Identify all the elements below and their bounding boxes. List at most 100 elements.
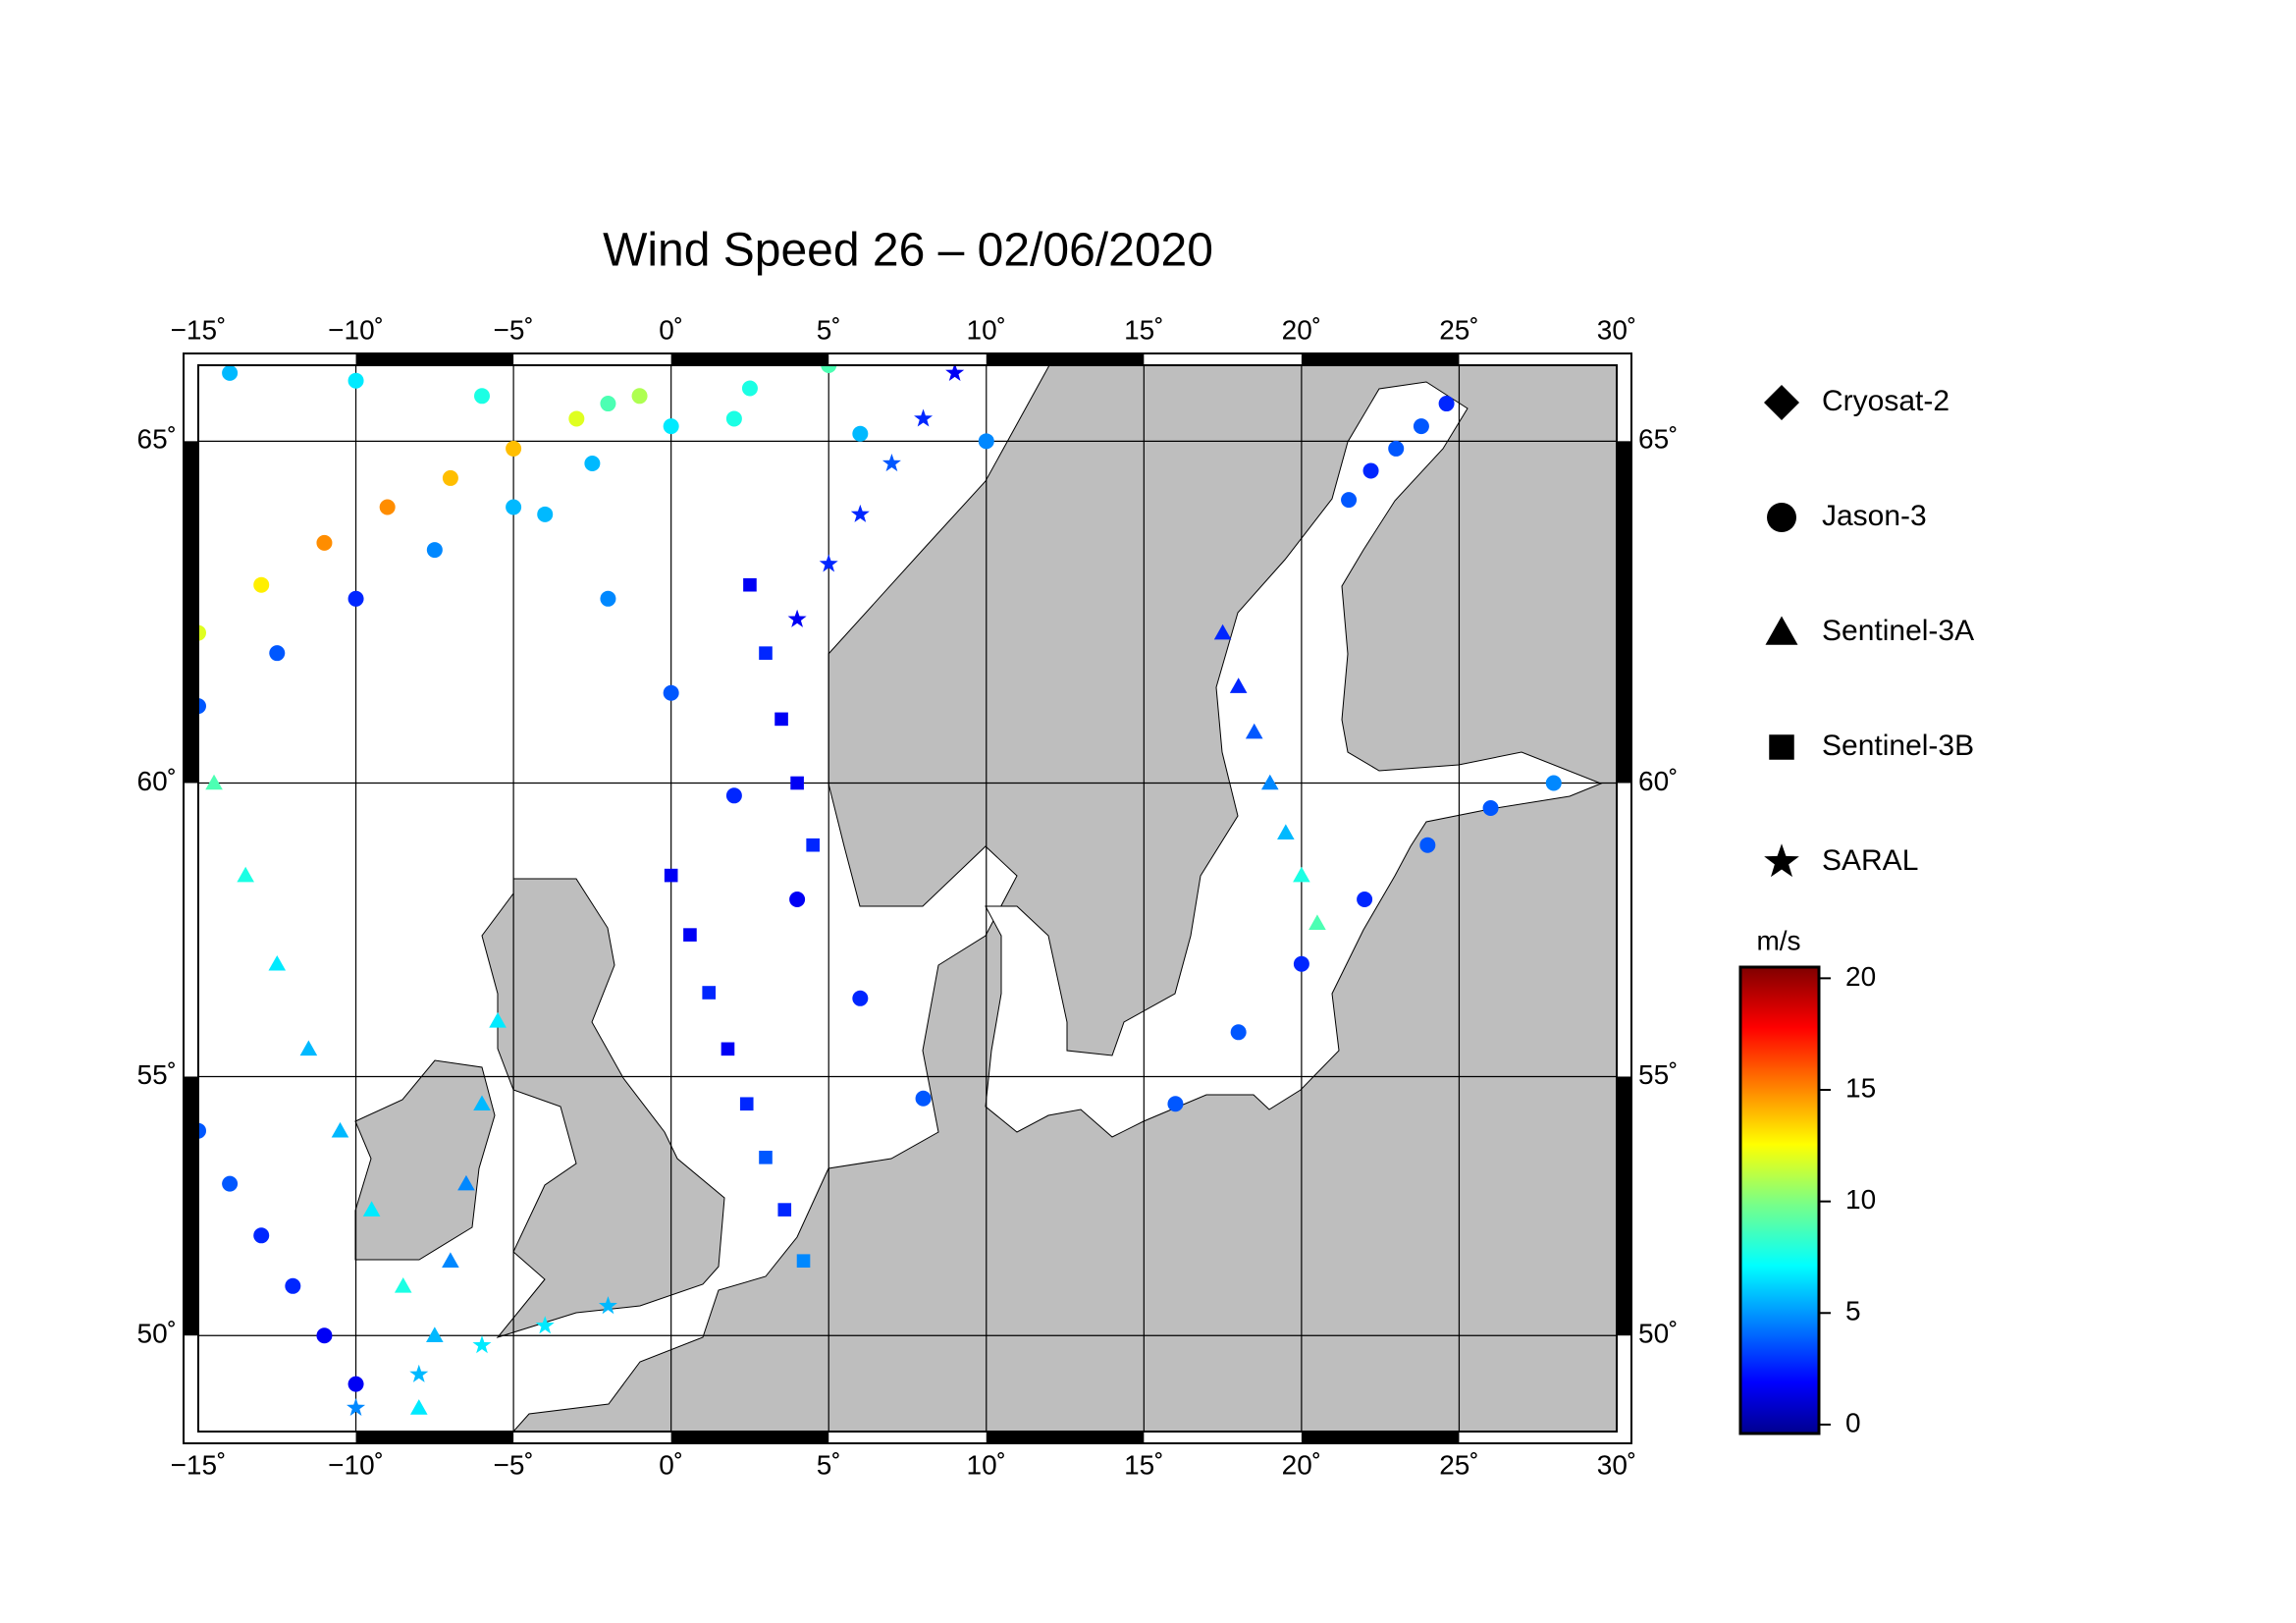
lat-tick-label: 50˚ — [137, 1319, 177, 1349]
triangle-marker — [394, 1277, 412, 1293]
circle-marker — [600, 396, 616, 412]
colorbar-tick-label: 5 — [1845, 1296, 1861, 1326]
star-marker — [787, 609, 807, 627]
circle-marker — [474, 388, 490, 405]
legend: Cryosat-2 Jason-3 Sentinel-3A Sentinel-3B SA… — [1764, 385, 1974, 878]
frame-inner — [197, 364, 1618, 1433]
circle-marker — [852, 425, 869, 442]
triangle-marker — [409, 1399, 428, 1415]
lon-tick-label: −10˚ — [328, 314, 384, 345]
lon-tick-label: 20˚ — [1282, 314, 1321, 345]
triangle-marker — [1765, 616, 1798, 645]
lat-tick-label: 55˚ — [1638, 1059, 1678, 1090]
lat-tick-label: 60˚ — [137, 766, 177, 796]
lon-tick-label: 0˚ — [659, 1449, 683, 1480]
triangle-marker — [1260, 774, 1279, 790]
lon-tick-label: 5˚ — [817, 1449, 841, 1480]
frame-outer — [183, 352, 1632, 1444]
circle-marker — [1413, 418, 1429, 435]
circle-marker — [253, 1227, 270, 1244]
star-marker — [598, 1296, 617, 1315]
circle-marker — [1167, 1096, 1184, 1112]
frame-band — [986, 353, 1145, 365]
circle-marker — [568, 410, 585, 427]
square-marker — [743, 577, 757, 592]
square-marker — [774, 712, 788, 727]
star-marker — [472, 1335, 492, 1354]
colorbar-tick-label: 15 — [1845, 1072, 1876, 1103]
lon-tick-label: 30˚ — [1597, 1449, 1636, 1480]
frame-band — [355, 1432, 514, 1443]
circle-marker — [285, 1277, 301, 1294]
lon-tick-label: 15˚ — [1124, 1449, 1163, 1480]
colorbar: m/s 0 5 10 15 20 — [1738, 925, 1876, 1437]
square-marker — [777, 1203, 792, 1217]
star-marker — [1764, 843, 1799, 878]
circle-marker — [506, 499, 522, 515]
circle-marker — [253, 576, 270, 593]
square-marker — [702, 986, 716, 1000]
colorbar-unit: m/s — [1756, 925, 1800, 955]
circle-marker — [725, 410, 742, 427]
circle-marker — [631, 388, 648, 405]
circle-marker — [1230, 1024, 1247, 1041]
square-marker — [806, 838, 820, 852]
lat-tick-label: 55˚ — [137, 1059, 177, 1090]
triangle-marker — [1229, 677, 1248, 693]
baltic-sea — [985, 381, 1603, 1138]
circle-marker — [1388, 440, 1405, 457]
lon-tick-label: 10˚ — [967, 314, 1006, 345]
triangle-marker — [1308, 914, 1326, 930]
circle-marker — [1357, 892, 1373, 908]
circle-marker — [347, 590, 364, 607]
square-marker — [1769, 734, 1794, 760]
colorbar-tick-label: 10 — [1845, 1184, 1876, 1215]
circle-marker — [852, 990, 869, 1006]
lon-tick-label: 30˚ — [1597, 314, 1636, 345]
colorbar-scale — [1738, 965, 1821, 1435]
square-marker — [790, 776, 804, 790]
circle-marker — [379, 499, 396, 515]
circle-marker — [821, 365, 837, 373]
great-britain — [481, 878, 725, 1338]
frame-band — [1301, 353, 1460, 365]
circle-marker — [222, 1175, 239, 1192]
map-title: Wind Speed 26 – 02/06/2020 — [603, 225, 1213, 277]
lon-tick-label: −5˚ — [493, 1449, 533, 1480]
square-marker — [739, 1097, 754, 1111]
circle-marker — [316, 534, 333, 551]
circle-marker — [741, 380, 758, 397]
triangle-marker — [205, 774, 223, 790]
circle-marker — [584, 455, 601, 471]
triangle-marker — [442, 1252, 459, 1268]
circle-marker — [347, 372, 364, 389]
circle-marker — [789, 892, 806, 908]
frame-band — [670, 1432, 829, 1443]
star-marker — [914, 408, 934, 427]
circle-marker — [663, 418, 679, 435]
triangle-marker — [1293, 866, 1310, 883]
lat-tick-label: 65˚ — [1638, 424, 1678, 455]
frame-band — [986, 1432, 1145, 1443]
star-marker — [819, 554, 838, 572]
triangle-marker — [473, 1095, 491, 1111]
triangle-marker — [362, 1201, 381, 1217]
triangle-marker — [1277, 824, 1295, 840]
triangle-marker — [237, 866, 254, 883]
lon-tick-label: 25˚ — [1439, 314, 1478, 345]
lon-tick-label: 10˚ — [967, 1449, 1006, 1480]
frame-band — [1301, 1432, 1460, 1443]
circle-marker — [1293, 955, 1309, 972]
star-marker — [535, 1316, 555, 1334]
square-marker — [683, 928, 697, 942]
circle-marker — [222, 365, 239, 381]
star-marker — [850, 504, 870, 522]
lon-tick-label: −10˚ — [328, 1449, 384, 1480]
circle-marker — [426, 542, 443, 559]
map-axes: −15˚ −15˚ −10˚ −10˚ −5˚ −5˚ 0˚ 0˚ 5˚ 5˚ 10˚ 10˚ 15˚ 1… — [137, 314, 1679, 1480]
triangle-marker — [457, 1174, 475, 1191]
lon-tick-label: −15˚ — [171, 314, 227, 345]
map-frame — [183, 352, 1632, 1444]
